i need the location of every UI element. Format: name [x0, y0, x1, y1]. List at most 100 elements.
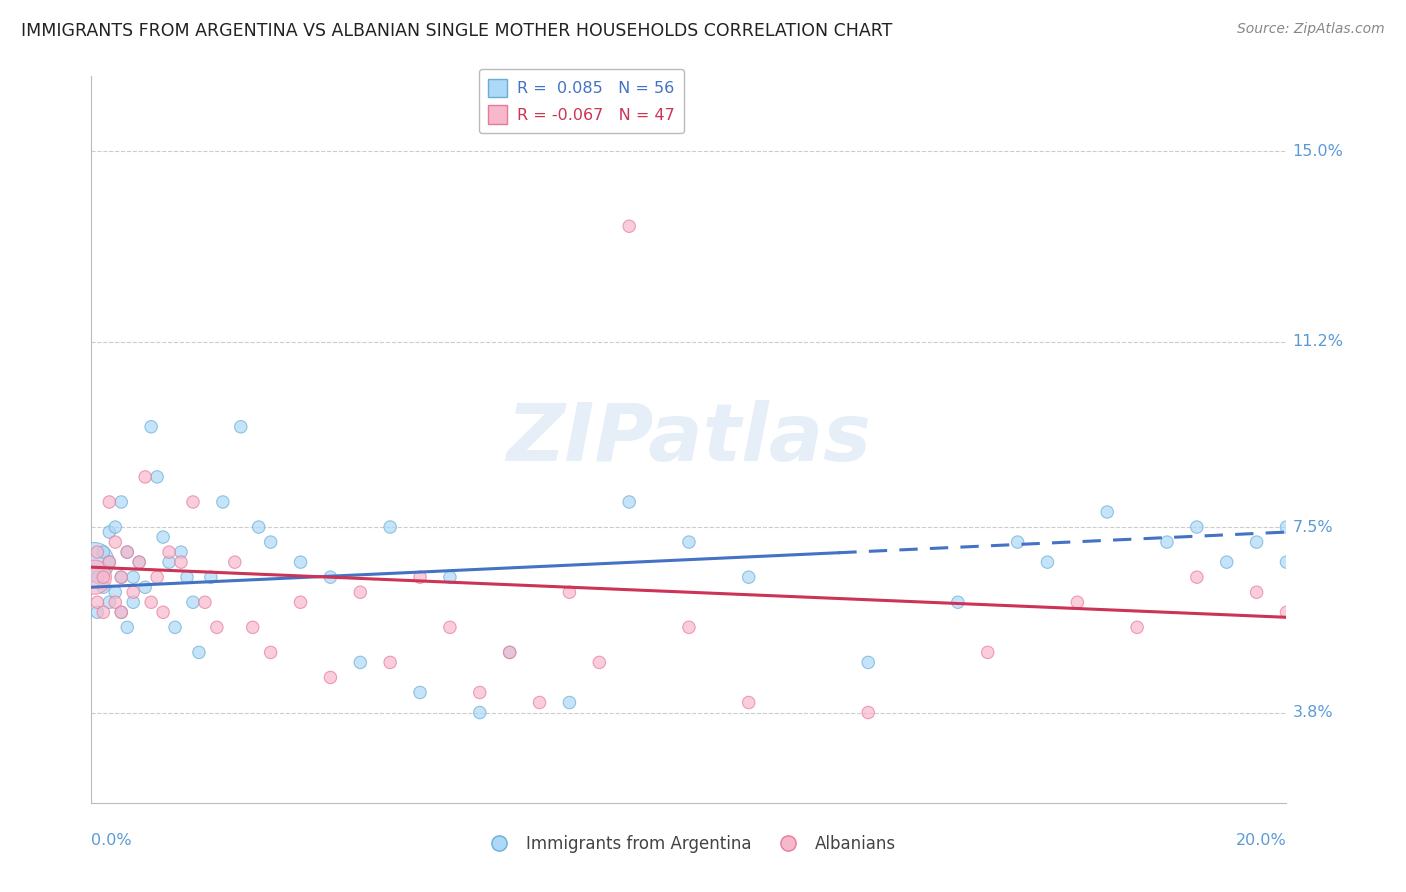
Point — [319, 670, 342, 684]
Point — [98, 595, 121, 609]
Point — [194, 595, 217, 609]
Text: ZIPatlas: ZIPatlas — [506, 401, 872, 478]
Text: 7.5%: 7.5% — [1292, 519, 1333, 534]
Point — [157, 555, 180, 569]
Point — [122, 595, 145, 609]
Point — [115, 545, 138, 559]
Point — [290, 555, 312, 569]
Point — [128, 555, 150, 569]
Point — [110, 570, 132, 584]
Point — [468, 706, 491, 720]
Point — [141, 595, 163, 609]
Point — [93, 605, 115, 619]
Point — [678, 535, 700, 549]
Point — [104, 585, 127, 599]
Point — [1097, 505, 1119, 519]
Point — [439, 620, 461, 634]
Point — [619, 219, 641, 234]
Point — [86, 595, 108, 609]
Point — [157, 545, 180, 559]
Point — [468, 685, 491, 699]
Point — [1007, 535, 1029, 549]
Point — [1275, 605, 1298, 619]
Point — [83, 570, 105, 584]
Point — [380, 520, 402, 534]
Point — [86, 570, 108, 584]
Point — [110, 570, 132, 584]
Point — [529, 696, 551, 710]
Point — [134, 470, 156, 484]
Point — [110, 605, 132, 619]
Point — [170, 545, 193, 559]
Point — [86, 605, 108, 619]
Point — [98, 495, 121, 509]
Point — [558, 585, 581, 599]
Point — [93, 570, 115, 584]
Point — [1275, 520, 1298, 534]
Point — [152, 605, 174, 619]
Point — [163, 620, 186, 634]
Point — [946, 595, 969, 609]
Point — [499, 645, 522, 659]
Text: 11.2%: 11.2% — [1292, 334, 1344, 349]
Point — [181, 495, 204, 509]
Point — [619, 495, 641, 509]
Legend: Immigrants from Argentina, Albanians: Immigrants from Argentina, Albanians — [475, 829, 903, 860]
Point — [499, 645, 522, 659]
Point — [259, 645, 281, 659]
Point — [409, 570, 432, 584]
Point — [678, 620, 700, 634]
Point — [409, 685, 432, 699]
Point — [104, 535, 127, 549]
Point — [558, 696, 581, 710]
Point — [110, 605, 132, 619]
Text: 15.0%: 15.0% — [1292, 144, 1343, 159]
Point — [152, 530, 174, 544]
Point — [1246, 535, 1268, 549]
Point — [98, 555, 121, 569]
Point — [858, 656, 880, 670]
Point — [439, 570, 461, 584]
Point — [115, 545, 138, 559]
Point — [247, 520, 270, 534]
Point — [98, 555, 121, 569]
Point — [1126, 620, 1149, 634]
Point — [93, 580, 115, 594]
Point — [170, 555, 193, 569]
Point — [1185, 520, 1208, 534]
Point — [134, 580, 156, 594]
Point — [737, 696, 759, 710]
Point — [224, 555, 246, 569]
Point — [1216, 555, 1239, 569]
Text: 0.0%: 0.0% — [91, 833, 132, 848]
Point — [181, 595, 204, 609]
Point — [1275, 555, 1298, 569]
Point — [141, 419, 163, 434]
Point — [349, 656, 371, 670]
Text: Source: ZipAtlas.com: Source: ZipAtlas.com — [1237, 22, 1385, 37]
Point — [976, 645, 998, 659]
Point — [319, 570, 342, 584]
Point — [146, 470, 169, 484]
Point — [110, 495, 132, 509]
Point — [1246, 585, 1268, 599]
Point — [1066, 595, 1088, 609]
Point — [1036, 555, 1059, 569]
Point — [290, 595, 312, 609]
Point — [737, 570, 759, 584]
Point — [200, 570, 222, 584]
Point — [122, 585, 145, 599]
Point — [128, 555, 150, 569]
Point — [176, 570, 198, 584]
Point — [146, 570, 169, 584]
Point — [205, 620, 228, 634]
Point — [93, 545, 115, 559]
Text: 3.8%: 3.8% — [1292, 705, 1333, 720]
Point — [211, 495, 233, 509]
Text: 20.0%: 20.0% — [1236, 833, 1286, 848]
Point — [588, 656, 610, 670]
Point — [229, 419, 252, 434]
Point — [1156, 535, 1178, 549]
Point — [83, 555, 105, 569]
Point — [188, 645, 211, 659]
